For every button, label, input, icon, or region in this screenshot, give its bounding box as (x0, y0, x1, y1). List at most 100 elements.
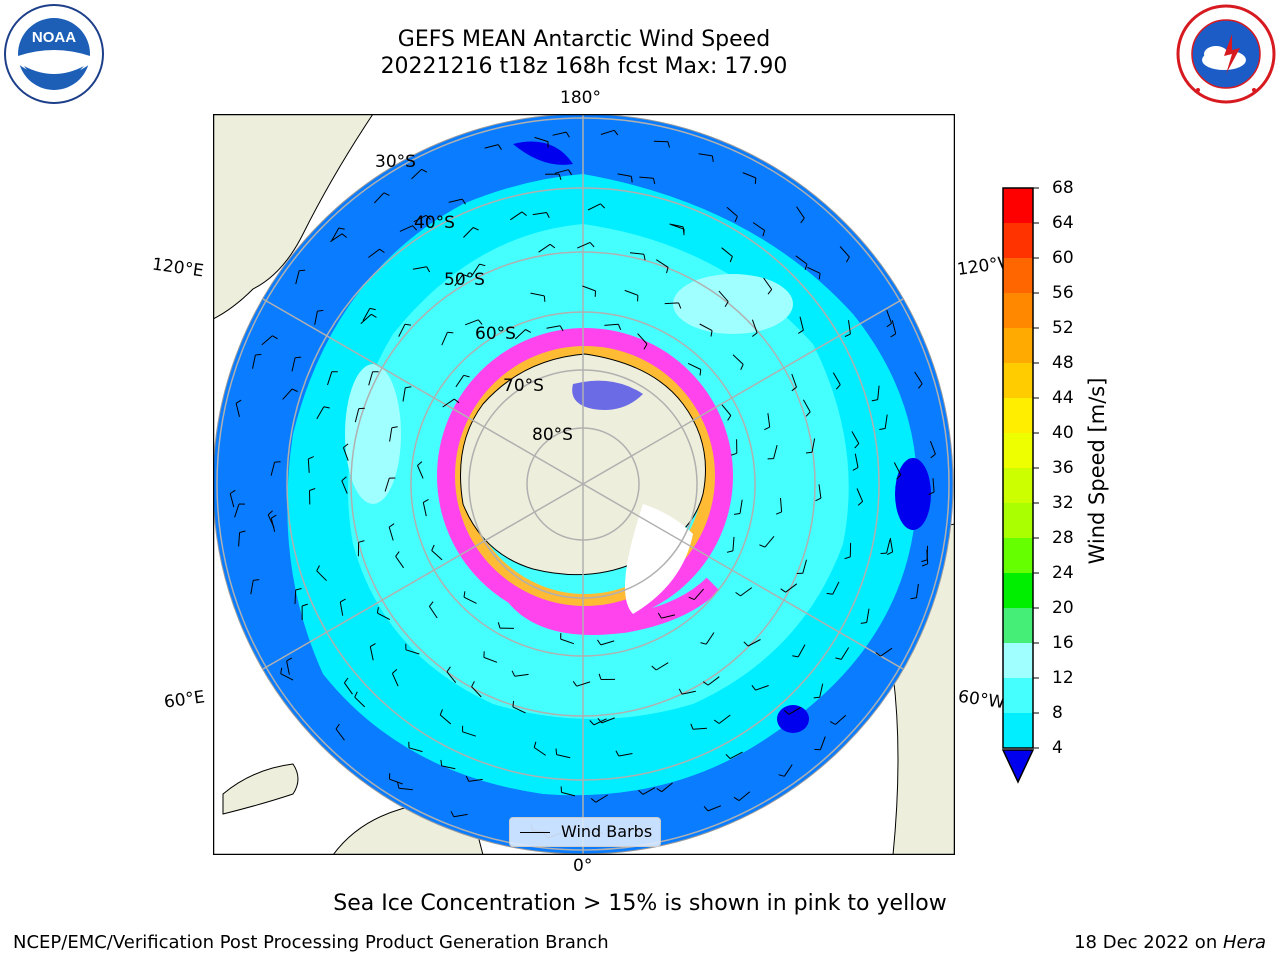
wind-barb-flag (844, 556, 851, 560)
wind-barb-flag (471, 681, 475, 687)
wind-barb-flag (426, 266, 431, 273)
colorbar-swatch (1003, 538, 1033, 574)
wind-barb-flag (512, 700, 515, 707)
colorbar-swatch (1003, 713, 1033, 749)
wind-barb (664, 302, 679, 305)
wind-barb-flag (852, 467, 859, 471)
wind-barb-flag (271, 514, 277, 519)
wind-barb-flag (860, 622, 867, 624)
wind-barb (439, 714, 452, 725)
footer-date: 18 Dec 2022 on Hera (1074, 932, 1266, 953)
polar-map[interactable]: Wind Barbs (213, 114, 955, 855)
wind-barb-flag (890, 333, 896, 338)
wind-barb-flag (323, 406, 330, 409)
wind-barb (514, 673, 529, 677)
wind-barb-flag (886, 322, 892, 328)
wind-barb-flag (656, 788, 662, 793)
wind-barb-flag (525, 329, 532, 333)
wind-barb (802, 399, 811, 413)
map-title: GEFS MEAN Antarctic Wind Speed (397, 27, 771, 52)
wind-barb-flag (472, 227, 479, 231)
wind-barb (699, 323, 713, 332)
wind-barb-flag (376, 607, 379, 614)
wind-barb (582, 285, 596, 292)
wind-barb (533, 747, 546, 756)
australia-land (213, 114, 374, 320)
colorbar-swatch (1003, 468, 1033, 504)
wind-barb-flag (638, 789, 644, 795)
wind-barb (624, 289, 639, 296)
wind-barb (483, 656, 498, 663)
wind-barb-flag (405, 386, 412, 389)
wind-barb (402, 387, 406, 402)
lon-label-0: 0° (573, 856, 593, 876)
wind-barb-flag (767, 289, 773, 295)
colorbar-tick-label: 12 (1052, 668, 1074, 688)
wind-barb-flag (463, 374, 470, 378)
wind-barb-flag (267, 510, 273, 516)
wind-barb (291, 357, 296, 372)
wind-barb-flag (429, 601, 434, 607)
wind-barb-flag (308, 456, 314, 460)
svg-text:NOAA: NOAA (32, 29, 76, 46)
footer-date-text: 18 Dec 2022 on (1074, 932, 1223, 953)
wind-barb-flag (896, 474, 902, 480)
wind-barb (538, 243, 551, 253)
wind-barb-flag (340, 598, 346, 603)
nws-logo-icon (1176, 4, 1276, 104)
wind-barb (463, 227, 474, 238)
wind-barb-flag (759, 544, 766, 548)
wind-barb (360, 313, 372, 324)
wind-barb (795, 255, 808, 265)
wind-barb (314, 311, 318, 325)
wind-barb (866, 608, 870, 623)
wind-barb (411, 168, 422, 180)
wind-barb (510, 211, 523, 221)
wind-barb (747, 639, 761, 647)
colorbar-swatch (1003, 223, 1033, 259)
wind-barb-flag (317, 309, 324, 312)
lon-label-180: 180° (560, 88, 601, 108)
wind-barb (889, 537, 894, 552)
wind-barb-flag (370, 643, 376, 648)
wind-barb (848, 320, 851, 335)
colorbar-swatch (1003, 433, 1033, 469)
wind-barb-flag (613, 130, 619, 136)
lat-label-80s: 80°S (532, 425, 573, 445)
wind-barb-flag (497, 622, 501, 629)
colorbar-swatch (1003, 293, 1033, 329)
footer-credit: NCEP/EMC/Verification Post Processing Pr… (13, 932, 609, 953)
wind-barb (811, 438, 816, 453)
wind-barb (832, 372, 841, 385)
wind-barb (617, 173, 632, 177)
wind-barb-flag (371, 313, 377, 318)
wind-barb (687, 362, 702, 370)
colorbar-tick-label: 40 (1052, 423, 1074, 443)
wind-barb (751, 319, 758, 334)
wind-barb (377, 612, 391, 621)
wind-barb (755, 685, 769, 691)
wind-barb-flag (735, 591, 741, 597)
wind-barb-flag (835, 657, 842, 660)
wind-barb (926, 549, 929, 564)
wind-barb-flag (379, 248, 385, 254)
colorbar-swatch (1003, 258, 1033, 294)
wind-barb-flag (239, 530, 246, 533)
wind-barb-flag (826, 592, 833, 595)
colorbar-tick-label: 64 (1052, 213, 1074, 233)
wind-barb (788, 706, 802, 715)
wind-barb-flag (255, 353, 262, 356)
wind-barb (851, 431, 860, 444)
colorbar-tick-label: 60 (1052, 248, 1074, 268)
wind-barb-flag (546, 212, 550, 219)
wind-barb (307, 458, 310, 473)
wind-barb (408, 747, 423, 753)
wind-barb (446, 671, 457, 684)
wind-barb (707, 676, 720, 686)
wind-barb (534, 136, 549, 143)
wind-barb (618, 753, 633, 757)
wind-barb-flag (733, 796, 740, 802)
wind-barb (705, 632, 715, 645)
wind-barb (286, 660, 290, 675)
wind-barb (891, 320, 897, 334)
